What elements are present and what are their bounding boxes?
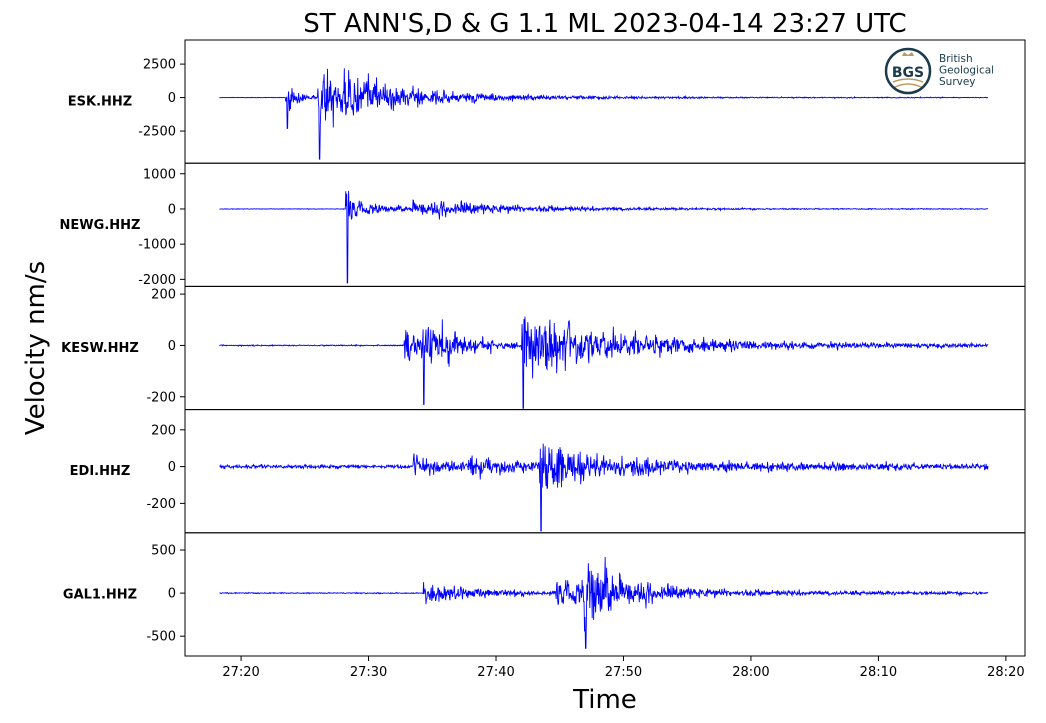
x-tick-label: 28:10 bbox=[860, 665, 897, 680]
y-tick-label: 0 bbox=[168, 339, 176, 354]
waveform-newg-hhz bbox=[219, 190, 989, 284]
x-tick-label: 28:00 bbox=[732, 665, 769, 680]
x-tick-label: 27:20 bbox=[222, 665, 259, 680]
crown-icon bbox=[902, 52, 914, 56]
y-tick-label: -2500 bbox=[138, 125, 176, 140]
x-tick-label: 27:50 bbox=[605, 665, 642, 680]
x-tick-label: 27:40 bbox=[477, 665, 514, 680]
station-label: GAL1.HHZ bbox=[63, 587, 137, 602]
y-tick-label: 0 bbox=[168, 202, 176, 217]
y-tick-label: -200 bbox=[146, 390, 176, 405]
panel-edi-hhz: 200 0 -200 EDI.HHZ bbox=[70, 409, 1026, 534]
y-tick-label: 0 bbox=[168, 91, 176, 106]
station-label: EDI.HHZ bbox=[70, 464, 131, 479]
panel-newg-hhz: 1000 0 -1000 -2000 NEWG.HHZ bbox=[60, 162, 1026, 288]
panels: 25000-2500ESK.HHZ10000-1000-2000NEWG.HHZ… bbox=[60, 39, 1026, 657]
station-label: NEWG.HHZ bbox=[60, 218, 141, 233]
y-tick-label: -1000 bbox=[138, 238, 176, 253]
logo-line: Survey bbox=[939, 76, 976, 88]
panel-kesw-hhz: 200 0 -200 KESW.HHZ bbox=[61, 285, 1026, 411]
y-tick-label: 2500 bbox=[143, 58, 176, 73]
y-tick-label: 0 bbox=[168, 587, 176, 602]
x-axis: 27:20 27:30 27:40 27:50 28:00 28:10 28:20 bbox=[222, 656, 1025, 680]
y-axis-label: Velocity nm/s bbox=[21, 261, 51, 435]
logo-mark: BGS bbox=[892, 65, 924, 81]
logo-ring bbox=[884, 47, 932, 95]
panel-frame bbox=[184, 409, 1026, 534]
y-tick-label: 200 bbox=[151, 288, 176, 303]
logo-line: British bbox=[939, 53, 973, 65]
y-tick-label: 1000 bbox=[143, 167, 176, 182]
x-tick-label: 28:20 bbox=[987, 665, 1024, 680]
y-tick-label: -200 bbox=[146, 497, 176, 512]
panel-gal1-hhz: 500 0 -500 GAL1.HHZ bbox=[63, 532, 1026, 657]
panel-frame bbox=[184, 162, 1026, 287]
y-tick-label: 200 bbox=[151, 423, 176, 438]
y-tick-label: -500 bbox=[146, 630, 176, 645]
y-tick-label: 0 bbox=[168, 460, 176, 475]
panel-esk-hhz: 2500 0 -2500 ESK.HHZ bbox=[68, 39, 1026, 164]
panel-frame bbox=[184, 532, 1026, 657]
station-label: ESK.HHZ bbox=[68, 95, 132, 110]
x-axis-label: Time bbox=[572, 685, 637, 715]
y-tick-label: 500 bbox=[151, 544, 176, 559]
waveform-kesw-hhz bbox=[219, 316, 989, 409]
logo-waves bbox=[892, 78, 924, 88]
x-tick-label: 27:30 bbox=[350, 665, 387, 680]
y-tick-label: -2000 bbox=[138, 273, 176, 288]
chart-title: ST ANN'S,D & G 1.1 ML 2023-04-14 23:27 U… bbox=[303, 9, 906, 39]
waveform-gal1-hhz bbox=[219, 556, 989, 649]
logo-line: Geological bbox=[939, 65, 994, 77]
waveform-edi-hhz bbox=[219, 443, 989, 532]
station-label: KESW.HHZ bbox=[61, 341, 139, 356]
waveform-esk-hhz bbox=[219, 68, 989, 160]
